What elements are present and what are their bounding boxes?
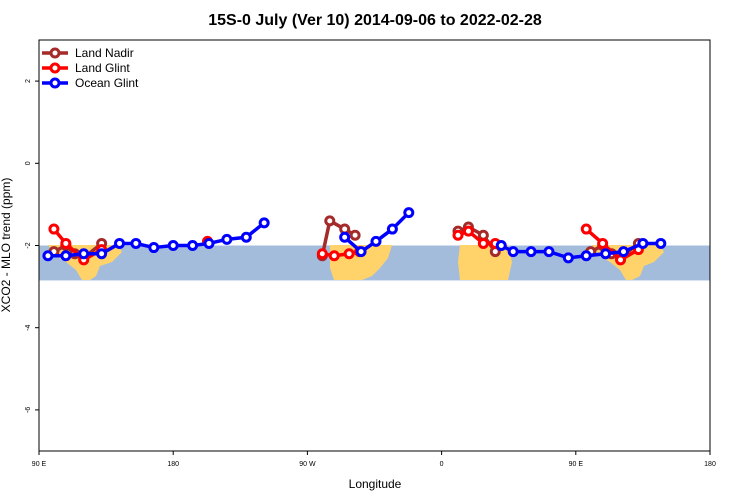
series-line-land-glint <box>457 229 496 246</box>
series-line-ocean-glint <box>500 241 661 260</box>
data-point-ocean-glint <box>96 248 108 260</box>
data-point-ocean-glint <box>386 223 398 235</box>
x-tick-label: 0 <box>440 461 444 468</box>
legend-marker <box>49 77 61 89</box>
data-point-ocean-glint <box>42 250 54 262</box>
x-tick-label: 90 E <box>569 461 584 468</box>
series-layer <box>42 207 667 266</box>
x-axis-label: Longitude <box>349 477 402 491</box>
data-point-ocean-glint <box>355 246 367 258</box>
data-point-ocean-glint <box>203 237 215 249</box>
legend-marker <box>49 47 61 59</box>
x-axis: 90 E 180 90 W 0 90 E 180 <box>32 451 716 468</box>
legend-item-land-glint: Land Glint <box>42 61 130 75</box>
data-point-land-glint <box>477 237 489 249</box>
data-point-ocean-glint <box>167 240 179 251</box>
data-point-ocean-glint <box>525 246 537 258</box>
y-axis: 2 0 -2 -4 -6 <box>25 79 39 413</box>
y-tick-label: 2 <box>25 79 32 83</box>
data-point-ocean-glint <box>507 246 519 258</box>
data-point-land-glint <box>343 248 355 260</box>
data-point-land-glint <box>452 229 464 241</box>
legend-label: Land Glint <box>75 61 130 75</box>
data-point-ocean-glint <box>543 246 555 258</box>
x-tick-label: 90 W <box>299 461 316 468</box>
data-point-land-nadir <box>324 215 336 227</box>
x-tick-label: 90 E <box>32 461 47 468</box>
series-ocean-glint <box>42 207 667 264</box>
legend-marker <box>49 62 61 74</box>
data-point-land-glint <box>597 237 609 249</box>
data-point-ocean-glint <box>495 240 507 251</box>
x-tick-label: 180 <box>167 461 179 468</box>
series-line-land-nadir <box>320 219 357 257</box>
legend-label: Land Nadir <box>75 46 134 60</box>
data-point-ocean-glint <box>403 207 415 219</box>
data-point-ocean-glint <box>258 217 270 229</box>
legend-item-land-nadir: Land Nadir <box>42 46 134 60</box>
y-tick-label: 0 <box>25 161 32 165</box>
data-point-land-glint <box>580 223 592 235</box>
data-point-ocean-glint <box>339 231 351 243</box>
data-point-ocean-glint <box>78 248 90 260</box>
y-axis-label: XCO2 - MLO trend (ppm) <box>0 178 13 313</box>
data-point-ocean-glint <box>187 240 199 251</box>
data-point-land-glint <box>316 248 328 260</box>
chart-title: 15S-0 July (Ver 10) 2014-09-06 to 2022-0… <box>208 12 542 29</box>
data-point-land-glint <box>328 250 340 262</box>
data-point-ocean-glint <box>60 250 72 262</box>
data-point-ocean-glint <box>148 242 160 254</box>
legend-item-ocean-glint: Ocean Glint <box>42 76 139 90</box>
y-tick-label: -4 <box>25 324 32 330</box>
data-point-ocean-glint <box>221 233 233 245</box>
data-point-ocean-glint <box>618 246 630 258</box>
data-point-ocean-glint <box>580 250 592 262</box>
y-tick-label: -2 <box>25 242 32 248</box>
data-point-land-glint <box>48 223 60 235</box>
data-point-land-glint <box>60 237 72 249</box>
data-point-ocean-glint <box>240 231 252 243</box>
x-tick-label: 180 <box>704 461 716 468</box>
data-point-ocean-glint <box>655 237 667 249</box>
data-point-ocean-glint <box>562 252 574 264</box>
data-point-ocean-glint <box>130 237 142 249</box>
data-point-land-nadir <box>349 229 361 241</box>
data-point-ocean-glint <box>114 237 126 249</box>
data-point-ocean-glint <box>637 237 649 249</box>
data-point-land-glint <box>462 225 474 237</box>
y-tick-label: -6 <box>25 407 32 413</box>
data-point-ocean-glint <box>370 235 382 247</box>
legend-label: Ocean Glint <box>75 76 139 90</box>
data-point-ocean-glint <box>600 248 612 260</box>
